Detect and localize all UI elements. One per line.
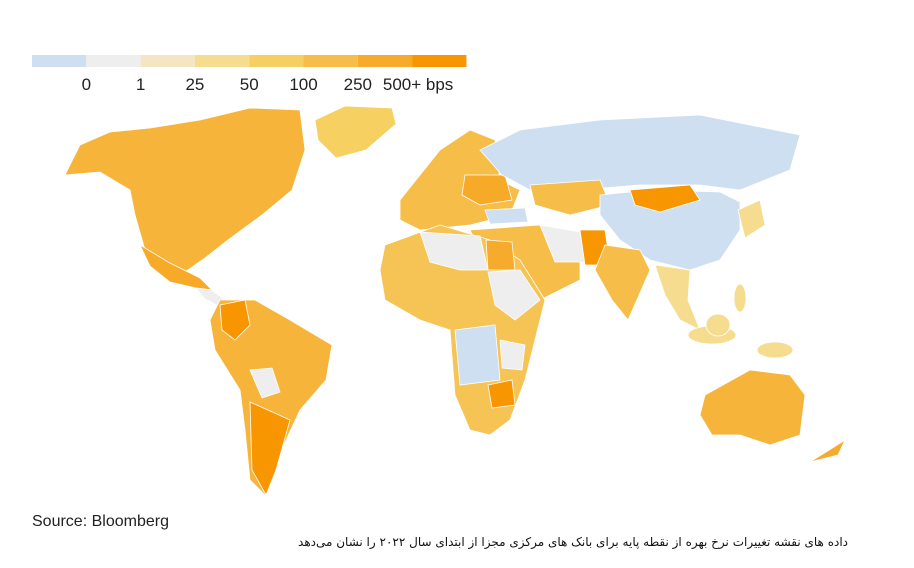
russia <box>479 114 801 191</box>
mongolia <box>629 184 701 213</box>
legend-label: 100 <box>289 75 317 94</box>
zambia <box>487 379 516 409</box>
australia <box>699 369 806 446</box>
legend-swatch <box>86 55 141 67</box>
legend-label: 0 <box>82 75 91 94</box>
legend-swatch <box>357 55 413 67</box>
legend-swatch <box>32 55 87 67</box>
philippines <box>733 283 747 313</box>
greenland <box>314 105 397 159</box>
legend-swatch <box>412 55 467 67</box>
legend-label: 250 <box>344 75 372 94</box>
east-africa-white <box>487 269 541 321</box>
india <box>594 244 651 321</box>
caption: داده های نقشه تغییرات نرخ بهره از نقطه پ… <box>298 535 848 549</box>
new-zealand <box>809 438 846 463</box>
kazakhstan <box>529 179 611 216</box>
legend-label: 500+ bps <box>383 75 453 94</box>
korea-japan <box>737 199 766 239</box>
egypt <box>485 239 516 271</box>
colombia <box>219 299 251 341</box>
eastern-europe <box>461 174 513 206</box>
map-figure: 0 1 25 50 100 250 500+ bps <box>32 55 846 530</box>
southeast-asia <box>654 264 701 331</box>
turkey <box>484 207 529 225</box>
argentina <box>249 401 291 496</box>
drc <box>454 324 501 386</box>
bolivia <box>249 367 281 399</box>
legend-swatch <box>249 55 304 67</box>
legend-label: 1 <box>136 75 145 94</box>
legend: 0 1 25 50 100 250 500+ bps <box>32 55 467 94</box>
world-map <box>64 105 846 496</box>
legend-swatch <box>303 55 358 67</box>
source: Source: Bloomberg <box>32 513 169 530</box>
papua <box>756 341 794 359</box>
north-africa-white <box>419 231 489 271</box>
borneo <box>705 313 731 337</box>
legend-swatch <box>194 55 250 67</box>
north-america <box>64 107 306 273</box>
legend-label: 50 <box>240 75 259 94</box>
tanzania <box>499 339 526 371</box>
legend-label: 25 <box>185 75 204 94</box>
legend-swatch <box>140 55 195 67</box>
